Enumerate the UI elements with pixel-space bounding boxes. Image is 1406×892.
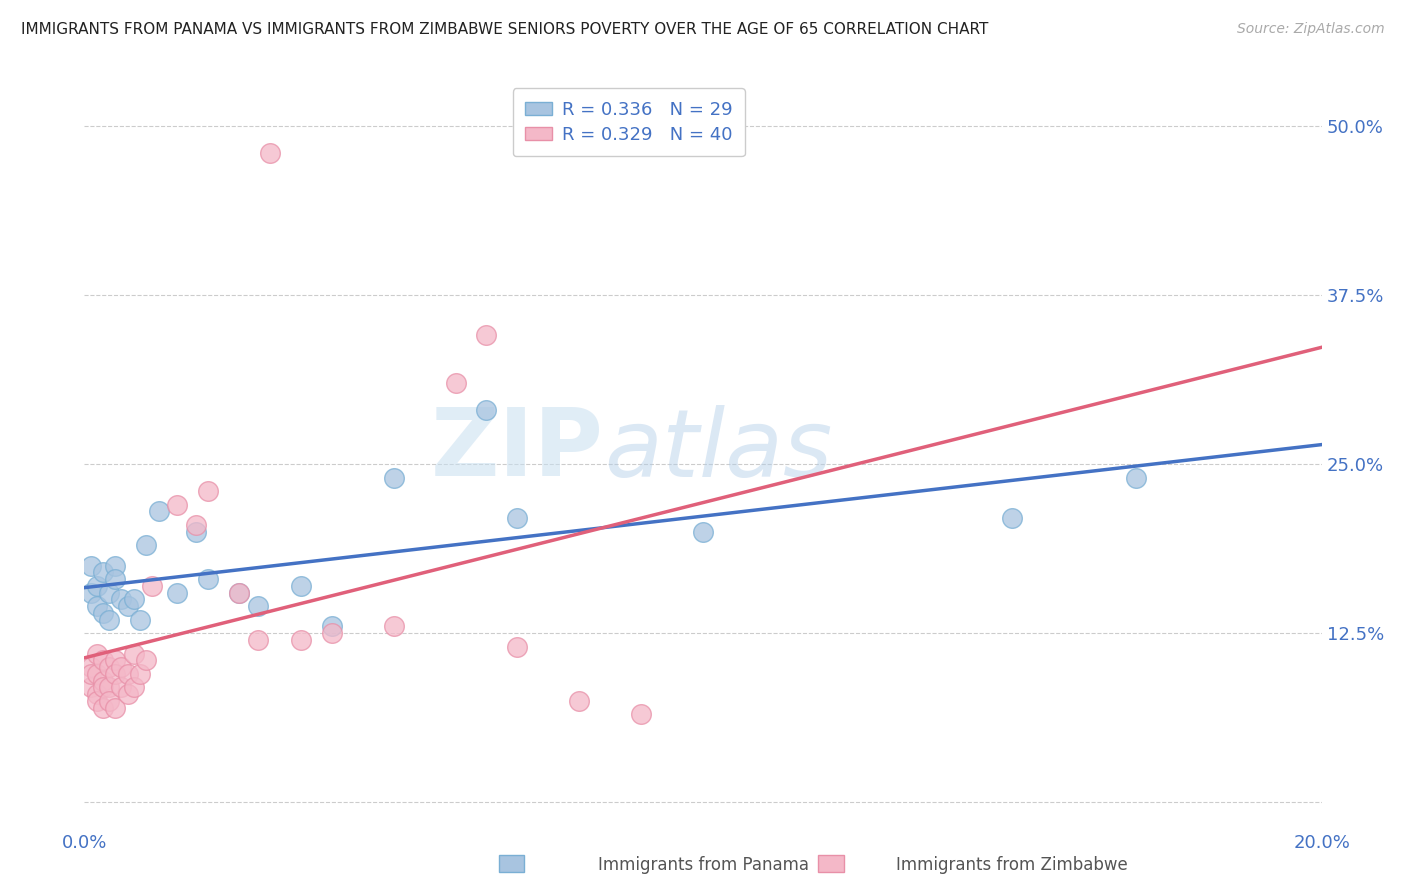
Text: ZIP: ZIP [432,404,605,497]
Point [86,599,108,614]
Point [692,524,714,539]
Point [110,681,132,695]
Point [382,619,405,633]
Point [98,694,121,708]
Point [1001,511,1024,525]
Point [148,504,170,518]
Point [110,592,132,607]
Point [86,694,108,708]
Point [104,572,127,586]
Point [506,640,529,654]
Text: IMMIGRANTS FROM PANAMA VS IMMIGRANTS FROM ZIMBABWE SENIORS POVERTY OVER THE AGE : IMMIGRANTS FROM PANAMA VS IMMIGRANTS FRO… [21,22,988,37]
Point [141,579,163,593]
Point [122,681,145,695]
Point [228,585,250,599]
Point [91,700,114,714]
Point [79,660,101,674]
Point [321,619,343,633]
Text: Immigrants from Panama: Immigrants from Panama [598,856,808,874]
Point [129,666,152,681]
Point [86,579,108,593]
Point [290,633,312,648]
Point [86,666,108,681]
Point [79,558,101,573]
Point [79,585,101,599]
Point [197,484,219,499]
Point [98,585,121,599]
Point [166,585,188,599]
Point [104,666,127,681]
Point [1125,470,1147,484]
Point [568,694,591,708]
Point [184,517,207,532]
Text: Source: ZipAtlas.com: Source: ZipAtlas.com [1237,22,1385,37]
Point [197,572,219,586]
Point [79,666,101,681]
Point [135,538,157,552]
Point [91,653,114,667]
Point [166,498,188,512]
Text: atlas: atlas [605,405,832,496]
Point [117,687,139,701]
Point [86,687,108,701]
Point [98,681,121,695]
Point [122,592,145,607]
Point [630,707,652,722]
Point [117,599,139,614]
Point [91,673,114,688]
Point [79,681,101,695]
Point [259,145,281,160]
Point [228,585,250,599]
Point [444,376,467,390]
Point [290,579,312,593]
Point [110,660,132,674]
Point [104,700,127,714]
Point [246,633,269,648]
Legend: R = 0.336   N = 29, R = 0.329   N = 40: R = 0.336 N = 29, R = 0.329 N = 40 [513,88,745,156]
Point [129,613,152,627]
Point [91,681,114,695]
Point [122,647,145,661]
Point [91,566,114,580]
Point [86,647,108,661]
Point [506,511,529,525]
Point [104,653,127,667]
Point [91,606,114,620]
Point [475,402,498,417]
Point [184,524,207,539]
Point [321,626,343,640]
Point [98,613,121,627]
Point [98,660,121,674]
Point [117,666,139,681]
Text: Immigrants from Zimbabwe: Immigrants from Zimbabwe [897,856,1128,874]
Point [135,653,157,667]
Point [246,599,269,614]
Point [382,470,405,484]
Point [475,328,498,343]
Point [104,558,127,573]
